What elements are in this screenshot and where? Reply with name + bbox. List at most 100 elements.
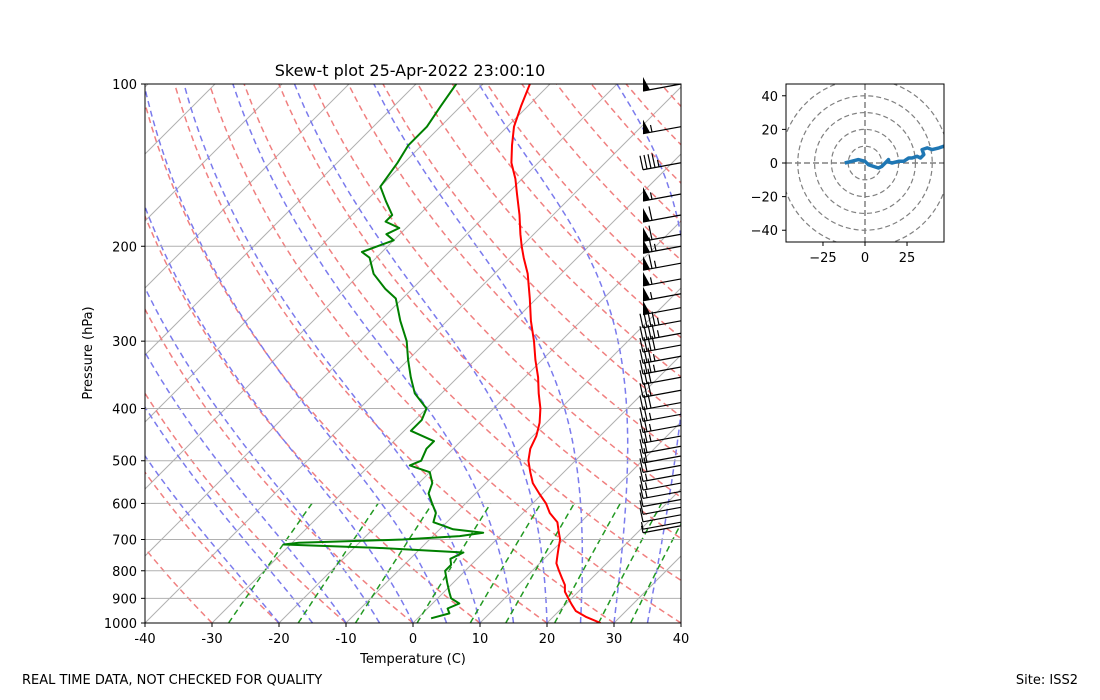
hodo-x-tick-label: 0 (861, 251, 869, 266)
x-tick-label: -10 (335, 632, 356, 647)
dry-adiabat-line (521, 84, 681, 262)
wind-barb (639, 368, 682, 385)
dry-adiabat-line (173, 84, 615, 623)
chart-title: Skew-t plot 25-Apr-2022 23:00:10 (275, 61, 546, 80)
moist-adiabat-line (145, 454, 280, 623)
moist-adiabat-line (183, 84, 481, 623)
wind-barb (639, 484, 682, 500)
wind-barb-half (648, 412, 652, 420)
wind-barb-full (639, 349, 644, 364)
wind-barb (639, 323, 682, 341)
wind-barb-staff (642, 278, 682, 287)
wind-barb (639, 393, 682, 411)
hodo-y-tick-label: −20 (751, 191, 778, 206)
moist-adiabat-line (478, 84, 629, 623)
y-tick-label: 500 (112, 455, 137, 470)
isotherm-line (145, 84, 551, 490)
wind-barb-half (653, 260, 657, 268)
x-tick-label: 30 (606, 632, 623, 647)
wind-barb-half (648, 423, 652, 432)
wind-barb (639, 448, 682, 464)
wind-barb-full (639, 484, 644, 499)
mixing-ratio-line (227, 502, 313, 623)
wind-barb-full (643, 428, 648, 443)
isotherm-line (613, 555, 681, 623)
wind-barb-staff (642, 482, 682, 491)
wind-barb-full (643, 457, 648, 472)
wind-barb-staff (642, 506, 682, 515)
y-tick-label: 1000 (104, 617, 137, 632)
wind-barb-half (653, 243, 657, 251)
wind-barb (639, 381, 682, 398)
wind-barb-half (644, 473, 648, 481)
isotherm-line (145, 84, 484, 423)
wind-barb-full (639, 475, 644, 491)
wind-barb-half (640, 525, 644, 533)
isotherms (0, 84, 681, 623)
hodograph: −25 0 25 −40 −20 0 20 40 (751, 83, 945, 266)
dry-adiabat-line (451, 84, 681, 339)
dry-adiabat-line (382, 84, 681, 418)
wind-barb-full (639, 507, 644, 522)
wind-barb-full (647, 312, 652, 327)
dry-adiabat-line (486, 84, 681, 300)
wind-barb-staff (642, 435, 682, 444)
wind-barb (642, 119, 682, 135)
dry-adiabat-line (145, 214, 481, 623)
wind-barb-full (648, 254, 653, 269)
moist-adiabat-line (145, 85, 448, 623)
moist-adiabat-line (145, 286, 381, 623)
dry-adiabat-line (243, 84, 681, 582)
wind-barb-staff (642, 514, 682, 523)
wind-barb-flag (643, 187, 650, 202)
skew-t-plot: -40 -30 -20 -10 0 10 20 30 401000900800700600500… (0, 77, 689, 647)
dry-adiabat-line (278, 84, 681, 540)
hodograph-trace (844, 144, 944, 170)
wind-barb (639, 500, 682, 515)
hodo-y-tick-label: 20 (761, 123, 778, 138)
wind-barb-flag (643, 271, 650, 286)
wind-barb-full (639, 439, 644, 454)
wind-barb-half (649, 277, 653, 285)
wind-barb-flag (643, 286, 650, 301)
wind-barb-full (643, 154, 648, 170)
wind-barb-full (639, 337, 644, 353)
wind-barb-staff (642, 413, 682, 422)
wind-barb-staff (642, 293, 682, 302)
isotherm-line (278, 220, 681, 623)
wind-barb-full (643, 417, 648, 432)
wind-barb (639, 492, 682, 508)
wind-barb (640, 525, 682, 534)
y-axis-label: Pressure (hPa) (81, 306, 96, 399)
wind-barbs (639, 77, 682, 534)
wind-barb-full (639, 370, 644, 385)
wind-barb (639, 438, 682, 454)
wind-barb-staff (642, 473, 682, 482)
hodo-y-tick-label: 0 (770, 157, 778, 172)
wind-barb (640, 521, 682, 530)
hodo-y-tick-label: −40 (751, 224, 778, 239)
wind-barb-full (647, 154, 652, 169)
wind-barb-flag (643, 239, 650, 254)
dry-adiabat-line (145, 547, 213, 623)
quality-disclaimer: REAL TIME DATA, NOT CHECKED FOR QUALITY (22, 673, 323, 688)
temperature-profile-line (510, 84, 601, 623)
wind-barb (642, 286, 682, 302)
wind-barb (639, 358, 682, 375)
x-tick-label: -40 (134, 632, 155, 647)
isotherm-line (211, 153, 681, 623)
isotherm-line (0, 84, 14, 623)
wind-barb-staff (642, 521, 682, 530)
x-tick-label: -30 (201, 632, 222, 647)
wind-barb-staff (642, 332, 682, 341)
moist-adiabat-line (293, 84, 548, 623)
moist-adiabat-line (680, 619, 681, 623)
wind-barb (639, 467, 682, 482)
dewpoint-profile-line (282, 84, 485, 620)
wind-barb-full (639, 155, 644, 170)
y-tick-label: 600 (112, 497, 137, 512)
wind-barb-staff (642, 455, 682, 464)
x-axis-label: Temperature (C) (359, 652, 466, 667)
wind-barb-half (656, 159, 660, 167)
